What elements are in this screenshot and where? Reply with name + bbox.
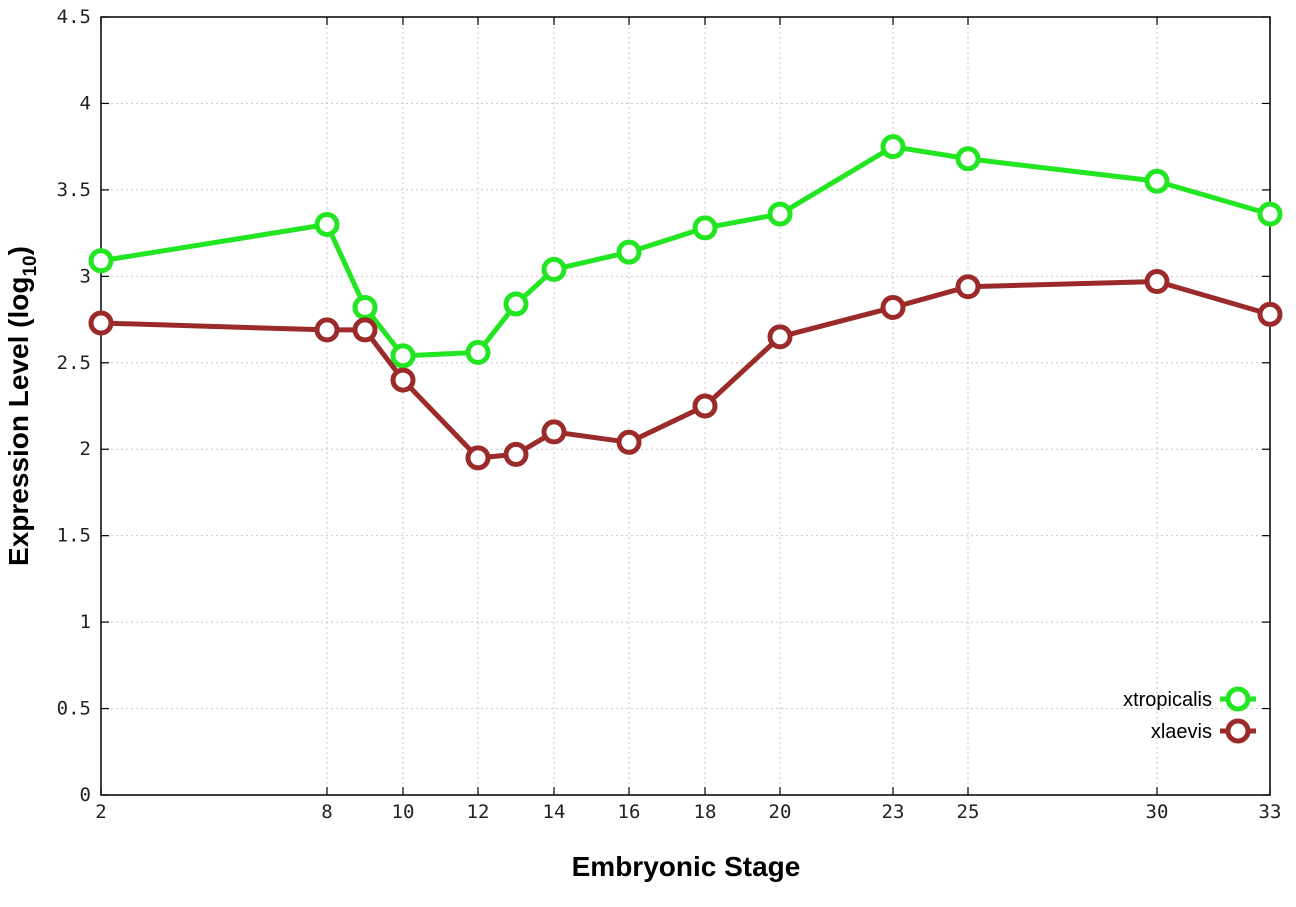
- x-tick-label: 8: [321, 801, 332, 823]
- x-tick-label: 30: [1146, 801, 1169, 823]
- data-point-xlaevis: [88, 310, 114, 336]
- x-tick-label: 2: [95, 801, 106, 823]
- x-tick-label: 23: [882, 801, 905, 823]
- data-point-xlaevis: [541, 419, 567, 445]
- data-point-xtropicalis: [314, 211, 340, 237]
- data-point-xtropicalis: [352, 294, 378, 320]
- axis-ticks: 0 0.5 1 1.5 2 2.5 3 3.5 4 4.5 2 8 10 12 14 16 18 20 23 25 30…: [57, 6, 1282, 823]
- data-point-xlaevis: [465, 445, 491, 471]
- y-axis-title-subscript: 10: [20, 255, 41, 276]
- y-tick-label: 2: [80, 438, 91, 460]
- y-axis-title: Expression Level (log10): [3, 246, 41, 566]
- y-tick-label: 4.5: [57, 6, 91, 28]
- legend-marker-swatch: [1225, 686, 1251, 712]
- y-axis-title-main: Expression Level (log: [3, 277, 34, 566]
- y-tick-label: 4: [80, 92, 91, 114]
- data-point-xlaevis: [503, 441, 529, 467]
- series-line-xtropicalis: [98, 144, 1273, 359]
- data-point-xlaevis: [314, 317, 340, 343]
- data-point-xtropicalis: [767, 201, 793, 227]
- y-tick-label: 3: [80, 265, 91, 287]
- data-point-xtropicalis: [616, 239, 642, 265]
- series-line-xlaevis: [98, 279, 1273, 461]
- series-layer: [88, 134, 1283, 471]
- x-tick-label: 33: [1259, 801, 1282, 823]
- data-point-xlaevis: [352, 317, 378, 343]
- data-point-xtropicalis: [1257, 201, 1283, 227]
- data-point-xtropicalis: [1144, 168, 1170, 194]
- legend: xtropicalis xlaevis: [1123, 686, 1256, 744]
- series-xtropicalis: [88, 134, 1283, 369]
- y-tick-label: 1: [80, 611, 91, 633]
- x-tick-label: 18: [694, 801, 717, 823]
- legend-label: xlaevis: [1151, 721, 1212, 743]
- y-axis-title-suffix: ): [3, 246, 34, 255]
- data-point-xlaevis: [767, 324, 793, 350]
- grid: [101, 17, 1270, 795]
- data-point-xtropicalis: [88, 248, 114, 274]
- x-tick-label: 25: [957, 801, 980, 823]
- y-tick-label: 0.5: [57, 698, 91, 720]
- legend-item-xtropicalis: xtropicalis: [1123, 686, 1256, 712]
- x-tick-label: 14: [543, 801, 566, 823]
- legend-marker-swatch: [1225, 718, 1251, 744]
- data-point-xtropicalis: [880, 134, 906, 160]
- data-point-xlaevis: [1257, 301, 1283, 327]
- y-tick-label: 3.5: [57, 179, 91, 201]
- y-tick-label: 0: [80, 784, 91, 806]
- series-xlaevis: [88, 269, 1283, 471]
- legend-item-xlaevis: xlaevis: [1151, 718, 1256, 744]
- x-tick-label: 16: [618, 801, 641, 823]
- data-point-xlaevis: [955, 274, 981, 300]
- data-point-xtropicalis: [503, 291, 529, 317]
- x-tick-label: 10: [392, 801, 415, 823]
- data-point-xtropicalis: [465, 339, 491, 365]
- data-point-xlaevis: [880, 294, 906, 320]
- data-point-xtropicalis: [541, 256, 567, 282]
- data-point-xlaevis: [1144, 269, 1170, 295]
- x-tick-label: 20: [769, 801, 792, 823]
- x-tick-label: 12: [467, 801, 490, 823]
- data-point-xlaevis: [616, 429, 642, 455]
- data-point-xlaevis: [390, 367, 416, 393]
- data-point-xlaevis: [692, 393, 718, 419]
- data-point-xtropicalis: [390, 343, 416, 369]
- legend-label: xtropicalis: [1123, 689, 1212, 711]
- data-point-xtropicalis: [692, 215, 718, 241]
- y-tick-label: 2.5: [57, 352, 91, 374]
- data-point-xtropicalis: [955, 146, 981, 172]
- x-axis-title: Embryonic Stage: [572, 851, 801, 882]
- plot-frame: [100, 16, 1271, 796]
- y-tick-label: 1.5: [57, 525, 91, 547]
